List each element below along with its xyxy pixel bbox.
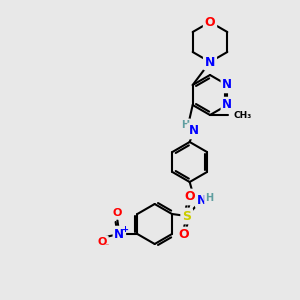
Text: +: + xyxy=(121,224,128,233)
Text: O: O xyxy=(184,190,195,203)
Text: H: H xyxy=(182,120,190,130)
Text: O: O xyxy=(205,16,215,28)
Text: N: N xyxy=(222,79,232,92)
Text: S: S xyxy=(182,209,191,223)
Text: O: O xyxy=(113,208,122,218)
Text: H: H xyxy=(206,193,214,203)
Text: ⁻: ⁻ xyxy=(104,242,109,250)
Text: N: N xyxy=(222,98,232,112)
Text: CH₃: CH₃ xyxy=(234,110,252,119)
Text: N: N xyxy=(189,124,199,137)
Text: O: O xyxy=(178,229,189,242)
Text: O: O xyxy=(98,237,107,247)
Text: N: N xyxy=(114,227,124,241)
Text: N: N xyxy=(205,56,215,68)
Text: N: N xyxy=(197,194,207,206)
